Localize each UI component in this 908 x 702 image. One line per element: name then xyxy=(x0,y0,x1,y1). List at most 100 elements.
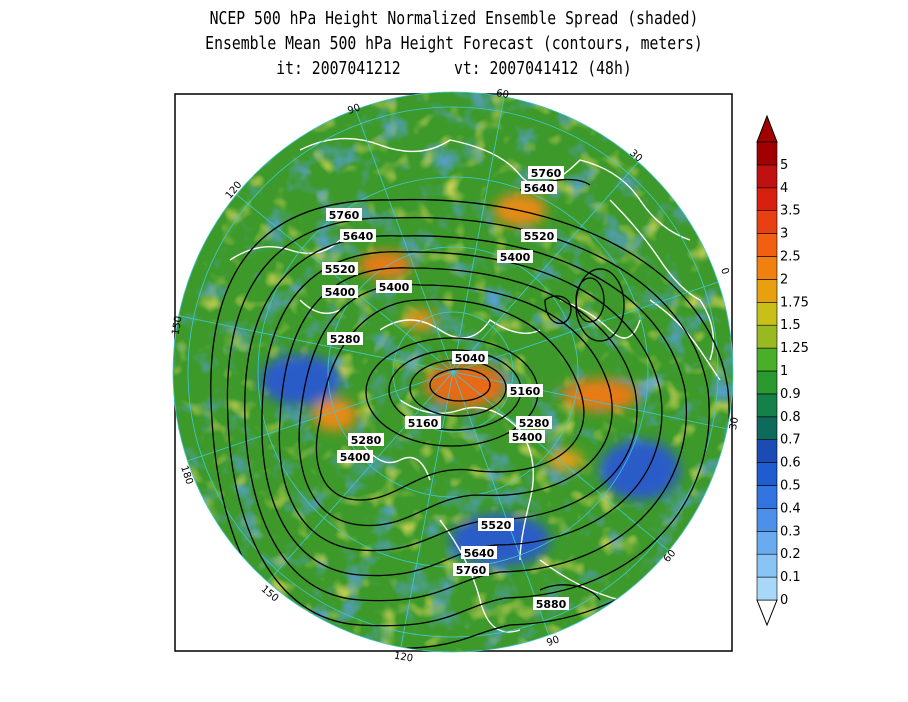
svg-text:5400: 5400 xyxy=(340,451,371,464)
spread-max-center xyxy=(425,363,505,407)
svg-text:5160: 5160 xyxy=(408,417,439,430)
colorbar-label: 1.75 xyxy=(780,295,809,310)
contour-label: 5280 xyxy=(327,332,363,346)
contour-5100 xyxy=(409,359,507,417)
colorbar-swatch xyxy=(756,233,778,257)
colorbar-swatch xyxy=(756,393,778,418)
colorbar-swatch xyxy=(756,462,778,486)
svg-text:5760: 5760 xyxy=(456,564,487,577)
svg-text:5640: 5640 xyxy=(343,230,374,243)
svg-text:5400: 5400 xyxy=(325,286,356,299)
colorbar-labels: 0 0.1 0.2 0.3 0.4 0.5 0.6 0.7 0.8 0.9 1 1.25 1.5 1.75… xyxy=(780,158,809,608)
svg-text:5640: 5640 xyxy=(464,547,495,560)
colorbar-label: 1.25 xyxy=(780,341,809,356)
spread-max-north xyxy=(359,251,411,279)
lon-label: 60 xyxy=(495,88,509,101)
contour-5040 xyxy=(429,368,491,402)
svg-text:5400: 5400 xyxy=(379,281,410,294)
contour-5460 xyxy=(261,251,663,577)
contour-label: 5040 xyxy=(452,351,488,365)
spread-max-west xyxy=(313,399,357,431)
colorbar-label: 2 xyxy=(780,272,788,287)
colorbar-swatch xyxy=(756,347,778,372)
colorbar-boxes xyxy=(756,141,778,601)
svg-text:5760: 5760 xyxy=(329,209,360,222)
svg-text:5520: 5520 xyxy=(325,263,356,276)
contour-5580 xyxy=(226,216,710,627)
contour-label: 5160 xyxy=(507,384,543,398)
low-spread-east xyxy=(600,440,680,500)
colorbar-label: 1 xyxy=(780,364,788,379)
title-line-3: it: 2007041212 vt: 2007041412 (48h) xyxy=(276,58,632,79)
svg-text:5400: 5400 xyxy=(512,431,543,444)
lon-label: 120 xyxy=(393,650,414,664)
title-line-1: NCEP 500 hPa Height Normalized Ensemble … xyxy=(209,8,699,29)
colorbar-swatch xyxy=(756,141,778,166)
spread-max-se xyxy=(547,450,583,470)
svg-text:5280: 5280 xyxy=(519,417,550,430)
contour-label: 5280 xyxy=(348,433,384,447)
contour-5400 xyxy=(278,267,638,552)
lon-label: 0 xyxy=(718,266,730,275)
spread-max-mid xyxy=(404,310,436,330)
map-title: NCEP 500 hPa Height Normalized Ensemble … xyxy=(82,6,827,81)
colorbar-label: 1.5 xyxy=(780,318,801,333)
colorbar-label: 0.5 xyxy=(780,479,801,494)
colorbar: 0 0.1 0.2 0.3 0.4 0.5 0.6 0.7 0.8 0.9 1 1.25 1.5 1.75… xyxy=(756,114,809,627)
contour-low-e2 xyxy=(575,268,625,342)
colorbar-swatch xyxy=(756,164,778,189)
colorbar-label: 0.8 xyxy=(780,410,801,425)
lon-label: 90 xyxy=(346,102,362,117)
colorbar-label: 2.5 xyxy=(780,250,801,265)
svg-text:5160: 5160 xyxy=(510,385,541,398)
contour-5280 xyxy=(315,298,585,501)
contour-label: 5760 xyxy=(453,563,489,577)
contour-5760-e xyxy=(544,295,572,325)
colorbar-swatch xyxy=(756,301,778,326)
contour-label: 5520 xyxy=(521,229,557,243)
colorbar-label: 0.2 xyxy=(780,547,801,562)
colorbar-swatch xyxy=(756,485,778,509)
svg-text:5280: 5280 xyxy=(351,434,382,447)
colorbar-label: 3 xyxy=(780,227,788,242)
contour-label: 5400 xyxy=(509,430,545,444)
colorbar-swatch xyxy=(756,210,778,234)
low-spread-west xyxy=(260,354,340,406)
svg-text:5520: 5520 xyxy=(524,230,555,243)
svg-text:5640: 5640 xyxy=(524,182,555,195)
colorbar-swatch xyxy=(756,576,778,601)
contour-label: 5400 xyxy=(376,280,412,294)
contour-label: 5160 xyxy=(405,416,441,430)
colorbar-swatch xyxy=(756,416,778,440)
contour-5880 xyxy=(539,584,601,601)
contour-label: 5760 xyxy=(528,166,564,180)
contour-label: 5400 xyxy=(337,450,373,464)
contour-label-group: 5760 5640 5520 5400 5760 5640 5520 5400 … xyxy=(322,166,569,611)
colorbar-label: 3.5 xyxy=(780,204,801,219)
colorbar-swatch xyxy=(756,530,778,555)
contour-label: 5640 xyxy=(461,546,497,560)
colorbar-swatch xyxy=(756,553,778,578)
colorbar-swatch xyxy=(756,370,778,395)
svg-text:5280: 5280 xyxy=(330,333,361,346)
svg-text:5760: 5760 xyxy=(531,167,562,180)
colorbar-label: 0.1 xyxy=(780,570,801,585)
colorbar-swatch xyxy=(756,256,778,280)
lon-label: 30 xyxy=(728,416,741,430)
colorbar-max-arrow xyxy=(756,114,778,143)
colorbar-swatch xyxy=(756,508,778,532)
contour-label: 5640 xyxy=(340,229,376,243)
contour-label: 5280 xyxy=(516,416,552,430)
colorbar-label: 0.7 xyxy=(780,433,801,448)
contour-label: 5760 xyxy=(326,208,362,222)
colorbar-label: 5 xyxy=(780,158,788,173)
svg-text:5880: 5880 xyxy=(536,598,567,611)
contour-label: 5400 xyxy=(322,285,358,299)
svg-text:5520: 5520 xyxy=(481,519,512,532)
colorbar-label: 0 xyxy=(780,593,788,608)
contour-label: 5880 xyxy=(533,597,569,611)
colorbar-label: 0.3 xyxy=(780,524,801,539)
contour-label: 5400 xyxy=(497,250,533,264)
contour-label: 5520 xyxy=(322,262,358,276)
